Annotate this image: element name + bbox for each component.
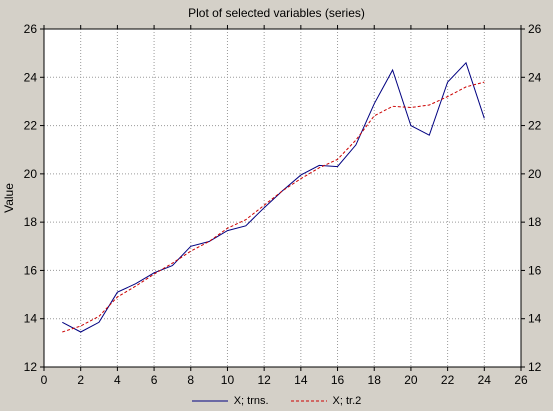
x-tick-label: 0 xyxy=(41,373,48,387)
y-tick-label-right: 20 xyxy=(528,167,542,181)
legend-swatch-1 xyxy=(191,400,228,402)
x-tick-label: 26 xyxy=(514,373,528,387)
y-tick-label-left: 20 xyxy=(24,167,38,181)
x-tick-label: 10 xyxy=(221,373,235,387)
legend-item-1: X; trns. xyxy=(191,395,269,407)
series-line-2 xyxy=(62,81,485,333)
y-tick-label-left: 16 xyxy=(24,263,38,277)
y-tick-label-right: 26 xyxy=(528,22,542,36)
x-tick-label: 2 xyxy=(77,373,84,387)
y-tick-label-right: 24 xyxy=(528,70,542,84)
plot-frame xyxy=(43,28,522,368)
y-tick-label-right: 18 xyxy=(528,215,542,229)
y-tick-label-right: 16 xyxy=(528,263,542,277)
y-tick-label-left: 12 xyxy=(24,360,38,374)
y-tick-label-left: 22 xyxy=(24,119,38,133)
x-tick-label: 14 xyxy=(294,373,308,387)
y-tick-label-left: 24 xyxy=(24,70,38,84)
legend-label-1: X; trns. xyxy=(233,395,269,407)
legend: X; trns. X; tr.2 xyxy=(0,393,553,409)
y-tick-label-right: 14 xyxy=(528,312,542,326)
x-tick-label: 8 xyxy=(187,373,194,387)
chart-title: Plot of selected variables (series) xyxy=(188,6,365,20)
x-tick-label: 16 xyxy=(331,373,345,387)
series-line-1 xyxy=(62,61,485,333)
legend-swatch-2 xyxy=(290,400,327,402)
x-tick-label: 22 xyxy=(441,373,455,387)
legend-item-2: X; tr.2 xyxy=(290,395,362,407)
y-tick-label-left: 14 xyxy=(24,312,38,326)
y-tick-label-right: 12 xyxy=(528,360,542,374)
y-axis-label: Value xyxy=(2,183,16,213)
x-tick-label: 6 xyxy=(151,373,158,387)
x-tick-label: 4 xyxy=(114,373,121,387)
x-tick-label: 20 xyxy=(404,373,418,387)
y-tick-label-left: 26 xyxy=(24,22,38,36)
x-tick-label: 18 xyxy=(368,373,382,387)
y-tick-label-right: 22 xyxy=(528,119,542,133)
x-tick-label: 24 xyxy=(478,373,492,387)
x-tick-label: 12 xyxy=(257,373,271,387)
y-tick-label-left: 18 xyxy=(24,215,38,229)
plot-background xyxy=(44,29,521,367)
legend-label-2: X; tr.2 xyxy=(332,395,362,407)
